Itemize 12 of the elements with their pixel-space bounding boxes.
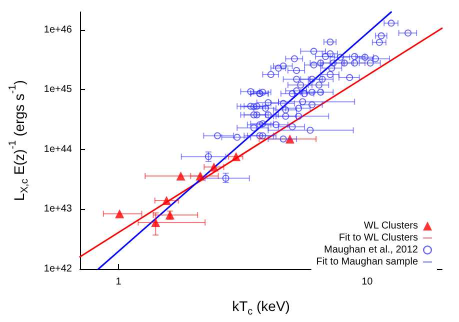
legend-label: Fit to Maughan sample	[316, 256, 418, 268]
legend-label: Maughan et al., 2012	[324, 244, 418, 256]
y-tick-label: 1e+44	[44, 144, 72, 155]
legend-label: WL Clusters	[364, 220, 418, 232]
x-tick-label: 1	[116, 276, 122, 288]
y-tick-label: 1e+45	[44, 84, 72, 96]
y-axis-title: LX,c E(z)-1 (ergs s-1)	[8, 80, 30, 201]
y-tick-label: 1e+46	[44, 24, 72, 36]
legend-label: Fit to WL Clusters	[338, 232, 418, 244]
y-tick-label: 1e+42	[44, 264, 72, 274]
x-tick-label: 10	[362, 276, 374, 288]
y-tick-label: 1e+43	[44, 204, 72, 215]
